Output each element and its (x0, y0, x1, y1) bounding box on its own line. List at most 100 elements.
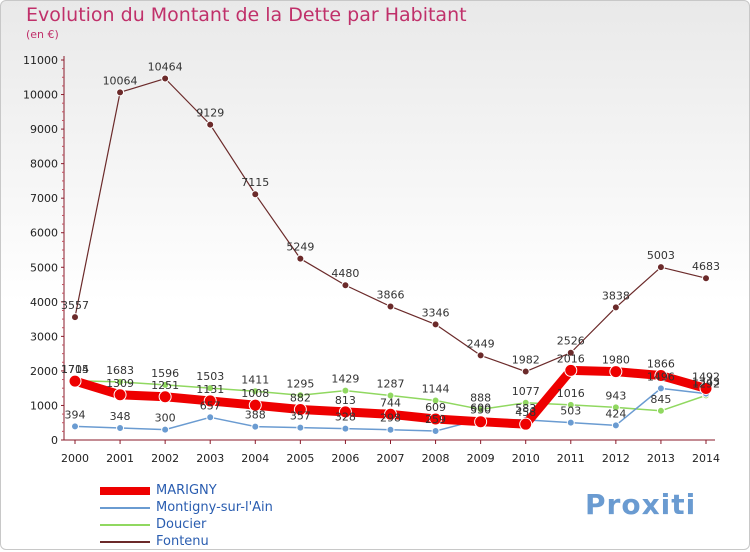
data-point (521, 367, 530, 376)
data-label: 1503 (196, 370, 224, 383)
data-point (566, 400, 575, 409)
data-label: 1683 (106, 364, 134, 377)
data-label: 2526 (557, 335, 585, 348)
data-point (386, 391, 395, 400)
data-label: 394 (65, 408, 86, 421)
legend-item-montigny: Montigny-sur-l'Ain (100, 501, 273, 518)
data-label: 657 (200, 399, 221, 412)
legend-swatch-marigny (100, 487, 150, 495)
data-label: 348 (110, 410, 131, 423)
data-label: 357 (290, 410, 311, 423)
data-label: 298 (380, 412, 401, 425)
x-tick-label: 2001 (106, 452, 134, 465)
x-tick-label: 2013 (647, 452, 675, 465)
legend-label-marigny: MARIGNY (156, 483, 217, 498)
data-point (251, 190, 260, 199)
data-label: 4480 (331, 267, 359, 280)
data-label: 1292 (692, 377, 720, 390)
data-label: 2016 (557, 352, 585, 365)
data-label: 1008 (241, 387, 269, 400)
data-label: 10464 (148, 61, 183, 74)
data-label: 609 (425, 401, 446, 414)
data-label: 888 (470, 391, 491, 404)
legend-swatch-montigny (100, 507, 150, 509)
data-point (654, 369, 668, 383)
legend-label-doucier: Doucier (156, 517, 207, 532)
data-label: 3557 (61, 299, 89, 312)
legend-item-marigny: MARIGNY (100, 484, 273, 501)
data-point (248, 398, 262, 412)
data-label: 1295 (286, 377, 314, 390)
data-label: 943 (605, 389, 626, 402)
data-point (476, 351, 485, 360)
data-label: 882 (290, 392, 311, 405)
data-point (116, 377, 125, 386)
data-point (431, 396, 440, 405)
x-tick-label: 2014 (692, 452, 720, 465)
data-point (386, 425, 395, 434)
data-point (474, 415, 488, 429)
y-tick-label: 10000 (23, 89, 58, 102)
data-label: 1866 (647, 358, 675, 371)
x-tick-label: 2011 (557, 452, 585, 465)
data-point (656, 384, 665, 393)
data-label: 5003 (647, 249, 675, 262)
data-point (341, 386, 350, 395)
data-point (161, 74, 170, 83)
data-label: 1496 (647, 370, 675, 383)
data-label: 2449 (467, 337, 495, 350)
data-label: 1251 (151, 379, 179, 392)
data-point (203, 394, 217, 408)
brand-logo: Proxiti (585, 488, 697, 521)
data-point (296, 254, 305, 263)
data-label: 300 (155, 412, 176, 425)
data-label: 744 (380, 396, 401, 409)
data-point (161, 380, 170, 389)
legend-swatch-doucier (100, 524, 150, 526)
data-point (656, 263, 665, 272)
data-point (296, 423, 305, 432)
x-tick-label: 2009 (467, 452, 495, 465)
data-label: 530 (470, 404, 491, 417)
legend-swatch-fontenu (100, 541, 150, 543)
y-tick-label: 11000 (23, 54, 58, 67)
y-tick-label: 6000 (30, 227, 58, 240)
y-tick-label: 2000 (30, 365, 58, 378)
data-label: 7115 (241, 176, 269, 189)
data-point (206, 384, 215, 393)
data-point (521, 398, 530, 407)
chart-title: Evolution du Montant de la Dette par Hab… (26, 4, 467, 26)
y-tick-label: 3000 (30, 330, 58, 343)
data-point (566, 348, 575, 357)
legend-item-fontenu: Fontenu (100, 535, 273, 552)
y-tick-label: 8000 (30, 158, 58, 171)
x-tick-label: 2004 (241, 452, 269, 465)
data-point (161, 425, 170, 434)
data-label: 259 (425, 413, 446, 426)
data-point (68, 374, 82, 388)
data-label: 1016 (557, 387, 585, 400)
data-label: 583 (515, 402, 536, 415)
data-point (341, 281, 350, 290)
data-point (338, 405, 352, 419)
data-label: 3346 (422, 306, 450, 319)
data-label: 4683 (692, 260, 720, 273)
data-label: 1131 (196, 383, 224, 396)
data-label: 1309 (106, 377, 134, 390)
data-label: 458 (515, 406, 536, 419)
data-label: 1287 (377, 378, 405, 391)
data-label: 388 (245, 409, 266, 422)
data-point (116, 423, 125, 432)
data-label: 3838 (602, 289, 630, 302)
data-point (158, 390, 172, 404)
x-tick-label: 2002 (151, 452, 179, 465)
data-label: 1980 (602, 354, 630, 367)
data-label: 9129 (196, 107, 224, 120)
data-label: 328 (335, 411, 356, 424)
data-point (113, 388, 127, 402)
data-point (519, 417, 533, 431)
data-point (341, 424, 350, 433)
data-label: 813 (335, 394, 356, 407)
data-label: 1077 (512, 385, 540, 398)
